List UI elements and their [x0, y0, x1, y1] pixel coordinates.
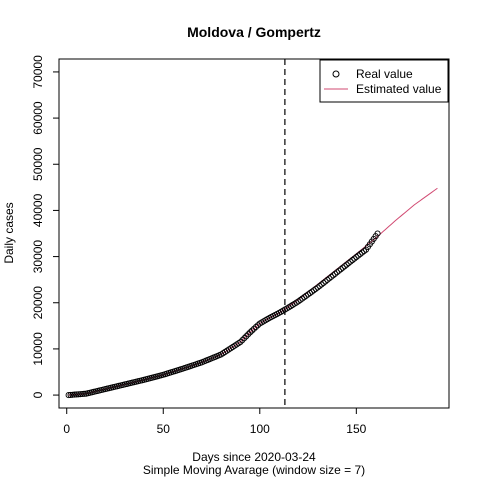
- real-value-point: [328, 273, 335, 280]
- x-tick-label: 100: [250, 422, 270, 436]
- x-tick-label: 0: [63, 422, 70, 436]
- y-tick-label: 50000: [31, 147, 45, 181]
- series-layer: [65, 187, 438, 399]
- real-value-point: [239, 336, 246, 344]
- plot-frame: [58, 58, 450, 409]
- real-value-point: [241, 335, 248, 342]
- x-tick-label: 50: [157, 422, 171, 436]
- real-value-point: [374, 230, 381, 237]
- real-value-point: [326, 275, 333, 282]
- real-value-point: [357, 251, 364, 258]
- y-tick-label: 40000: [31, 193, 45, 227]
- real-value-point: [245, 331, 252, 338]
- real-value-point: [250, 325, 258, 332]
- real-value-point: [314, 284, 321, 291]
- real-value-point: [79, 390, 86, 398]
- real-value-point: [322, 278, 329, 285]
- y-axis-label: Daily cases: [2, 202, 16, 263]
- real-value-point: [337, 266, 344, 273]
- legend: Real value Estimated value: [319, 59, 449, 103]
- real-value-point: [333, 269, 341, 276]
- real-value-point: [81, 390, 88, 397]
- legend-marker-real: [332, 70, 340, 78]
- y-tick-label: 60000: [31, 101, 45, 135]
- y-tick-label: 70000: [31, 55, 45, 89]
- real-value-point: [318, 281, 325, 288]
- legend-label-estimated: Estimated value: [356, 82, 442, 96]
- real-value-point: [316, 282, 323, 290]
- y-tick-label: 0: [31, 391, 45, 398]
- real-value-point: [355, 252, 362, 259]
- real-value-point: [247, 329, 254, 336]
- real-value-point: [249, 327, 256, 334]
- real-value-point: [320, 279, 327, 286]
- x-axis-label: Days since 2020-03-24: [192, 450, 316, 464]
- real-value-point: [349, 257, 356, 264]
- real-value-point: [65, 392, 72, 399]
- real-value-point: [330, 272, 337, 279]
- real-value-point: [343, 261, 350, 268]
- y-tick-label: 10000: [31, 332, 45, 366]
- y-tick-label: 20000: [31, 286, 45, 320]
- y-tick-label: 30000: [31, 240, 45, 274]
- real-value-point: [237, 338, 244, 346]
- real-value-point: [351, 255, 358, 262]
- real-value-point: [353, 253, 360, 261]
- real-value-point: [324, 276, 331, 283]
- real-value-point: [360, 248, 368, 255]
- real-value-point: [67, 391, 74, 398]
- real-value-point: [339, 264, 346, 271]
- real-value-point: [69, 391, 76, 398]
- x-axis-sublabel: Simple Moving Avarage (window size = 7): [143, 463, 365, 477]
- y-axis: 0 10000 20000 30000 40000 50000 60000 70000: [31, 55, 59, 398]
- x-axis: 0 50 100 150: [63, 408, 367, 436]
- real-value-point: [243, 333, 250, 340]
- real-value-point: [332, 270, 339, 277]
- chart-title: Moldova / Gompertz: [187, 24, 321, 40]
- real-value-point: [75, 391, 82, 398]
- real-value-point: [345, 260, 352, 267]
- real-value-point: [73, 391, 80, 398]
- real-value-point: [335, 267, 343, 274]
- real-value-point: [77, 391, 84, 398]
- real-value-point: [359, 249, 366, 256]
- x-tick-label: 150: [346, 422, 366, 436]
- real-value-point: [71, 391, 78, 398]
- real-value-point: [341, 263, 348, 270]
- real-value-point: [347, 258, 354, 265]
- real-value-point: [252, 323, 259, 331]
- legend-label-real: Real value: [356, 67, 413, 81]
- real-value-point: [254, 322, 261, 329]
- legend-box: [319, 59, 449, 103]
